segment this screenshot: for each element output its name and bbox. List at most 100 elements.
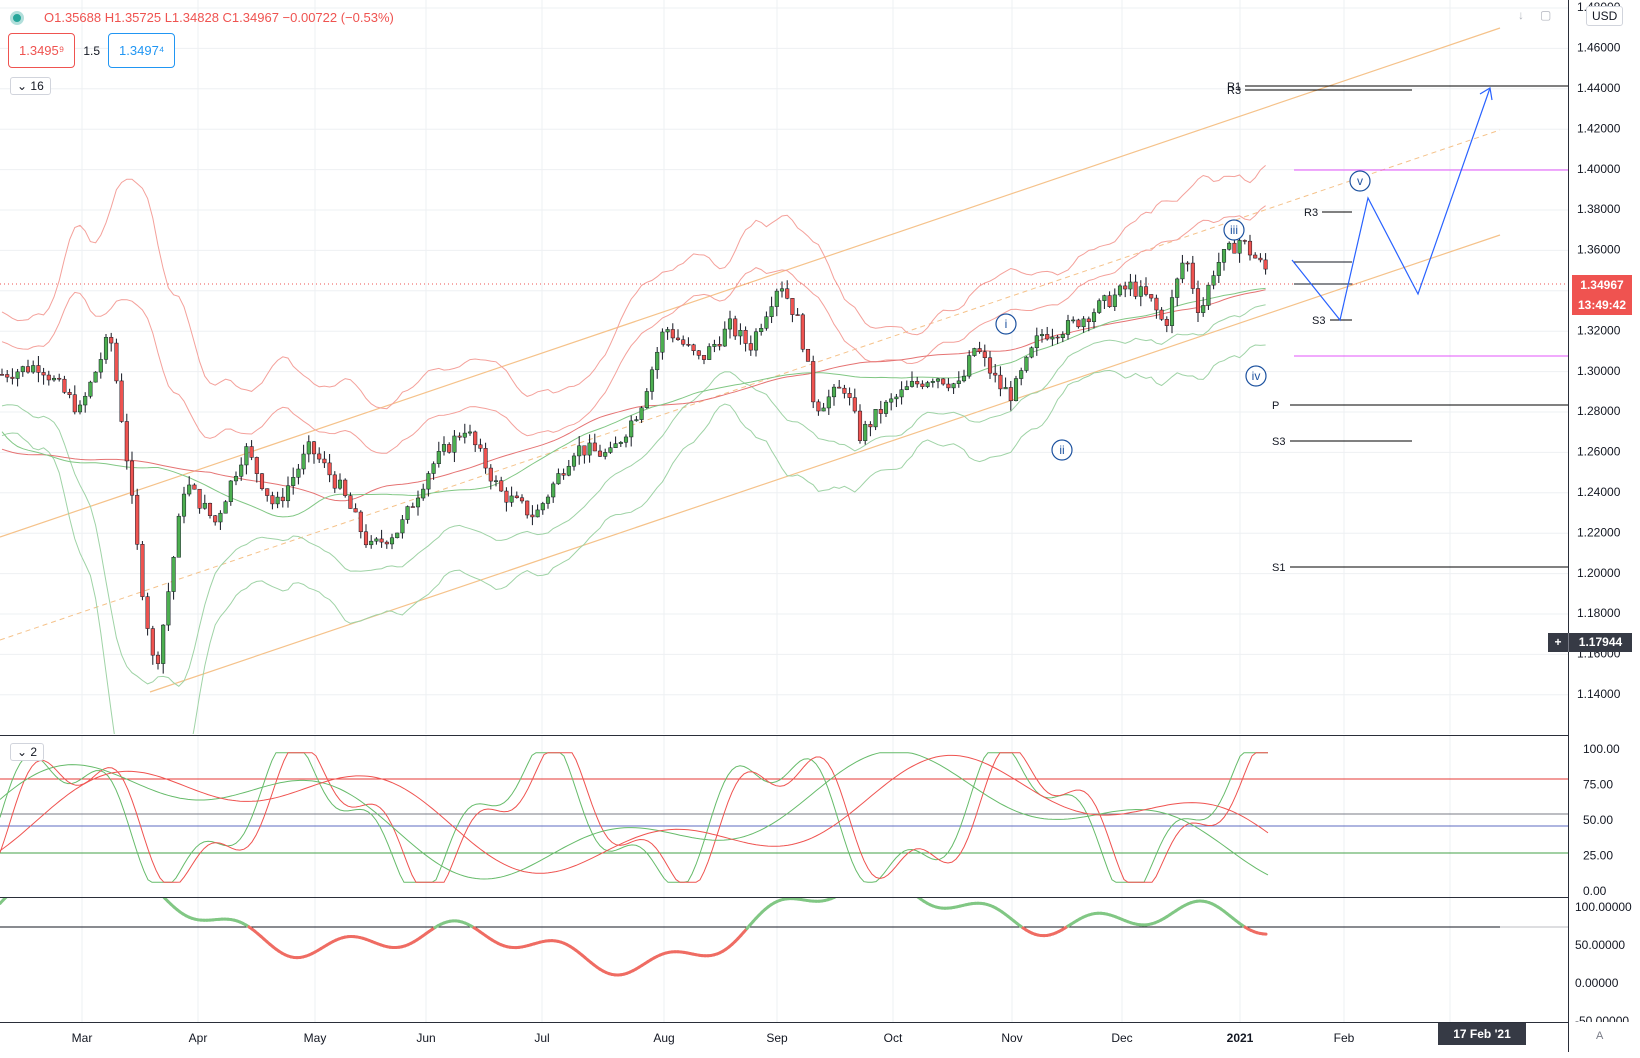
candle-body [1118, 286, 1122, 295]
candle-body [531, 515, 535, 517]
osc-axis-label: 75.00 [1583, 778, 1613, 792]
candle-body [1045, 334, 1049, 339]
candle-body [1066, 320, 1070, 334]
plus-icon[interactable]: + [1548, 633, 1569, 652]
price-axis-label: 1.36000 [1577, 243, 1621, 257]
market-status-icon[interactable] [10, 11, 24, 25]
candle-body [973, 348, 977, 355]
candle-body [603, 452, 607, 456]
candle-body [619, 442, 623, 443]
projection-path [1292, 88, 1490, 320]
candle-body [1253, 255, 1257, 258]
pane-controls: ↓ ▢ [1518, 8, 1551, 22]
main-indicators-toggle[interactable]: ⌄ 16 [10, 77, 51, 95]
candle-body [395, 533, 399, 538]
candle-body [416, 498, 420, 507]
candle-body [988, 358, 992, 373]
candle-body [853, 398, 857, 411]
buy-button[interactable]: 1.3497⁴ [108, 33, 175, 68]
ohlc-values: O1.35688 H1.35725 L1.34828 C1.34967 −0.0… [44, 10, 394, 25]
momentum-chart[interactable] [0, 898, 1568, 1023]
candle-body [1087, 319, 1091, 322]
candle-body [1123, 286, 1127, 289]
price-axis-label: 1.30000 [1577, 364, 1621, 378]
candle-body [83, 396, 87, 405]
candle-body [1113, 295, 1117, 307]
candle-body [983, 352, 987, 358]
candle-body [5, 374, 9, 377]
candle-body [276, 497, 280, 504]
time-axis-label: Nov [1001, 1031, 1022, 1045]
candle-body [999, 375, 1003, 389]
candle-body [962, 376, 966, 381]
candle-body [1092, 313, 1096, 322]
candle-body [468, 432, 472, 433]
candle-body [874, 409, 878, 427]
candle-body [99, 359, 103, 372]
candle-body [993, 373, 997, 375]
channel-lower-line [150, 235, 1500, 692]
time-axis-label: Sep [766, 1031, 788, 1045]
candle-body [1175, 279, 1179, 298]
candle-body [458, 436, 462, 437]
candle-body [718, 344, 722, 346]
price-axis-label: 1.14000 [1577, 687, 1621, 701]
candle-body [260, 474, 264, 489]
candle-body [239, 465, 243, 476]
osc-indicators-toggle[interactable]: ⌄ 2 [10, 743, 44, 761]
maximize-icon[interactable]: ▢ [1540, 8, 1551, 22]
auto-scale-button[interactable]: A [1596, 1030, 1603, 1042]
momentum-pane[interactable] [0, 897, 1568, 1023]
stoch-slow-k-line [0, 753, 1268, 879]
time-axis[interactable]: MarAprMayJunJulAugSepOctNovDec2021FebMar [0, 1022, 1568, 1053]
bollinger-lower-outer [2, 345, 1266, 734]
candle-body [1035, 336, 1039, 348]
candle-body [1201, 305, 1205, 312]
candle-body [817, 402, 821, 411]
candle-body [57, 378, 61, 379]
candle-body [1227, 243, 1231, 249]
candle-body [931, 381, 935, 382]
arrow-down-icon[interactable]: ↓ [1518, 8, 1524, 22]
candle-body [442, 444, 446, 451]
pivot-label: S3 [1272, 436, 1285, 448]
momentum-axis-label: 100.00000 [1575, 900, 1632, 914]
candle-body [489, 468, 493, 481]
candle-body [229, 481, 233, 502]
candle-body [208, 503, 212, 515]
osc-axis-label: 50.00 [1583, 813, 1613, 827]
candle-body [146, 597, 150, 629]
candle-body [869, 424, 873, 427]
sell-button[interactable]: 1.3495⁹ [8, 33, 75, 68]
currency-selector[interactable]: USD [1586, 6, 1623, 26]
pivot-label: P [1272, 400, 1279, 412]
wave-label: ii [1059, 443, 1064, 457]
candle-body [1207, 285, 1211, 305]
candle-body [557, 473, 561, 483]
stochastic-pane[interactable] [0, 735, 1568, 897]
candle-body [609, 448, 613, 453]
candle-body [806, 349, 810, 361]
candle-body [312, 442, 316, 454]
candle-body [26, 367, 30, 373]
candle-body [484, 448, 488, 468]
candle-body [744, 330, 748, 343]
stochastic-chart[interactable] [0, 736, 1568, 897]
crosshair-price-tag[interactable]: + 1.17944 [1548, 633, 1632, 652]
candle-body [1139, 287, 1143, 297]
pivot-label: R3 [1304, 207, 1318, 219]
candle-body [16, 372, 20, 379]
price-axis[interactable]: 1.480001.460001.440001.420001.400001.380… [1569, 0, 1640, 1022]
candle-body [733, 319, 737, 336]
pivot-label: S3 [1312, 315, 1325, 327]
candle-body [338, 480, 342, 488]
candle-body [364, 532, 368, 545]
candle-body [577, 446, 581, 456]
candle-body [863, 424, 867, 440]
candle-body [307, 442, 311, 454]
candle-body [286, 486, 290, 501]
candle-body [187, 485, 191, 494]
candle-body [297, 469, 301, 477]
